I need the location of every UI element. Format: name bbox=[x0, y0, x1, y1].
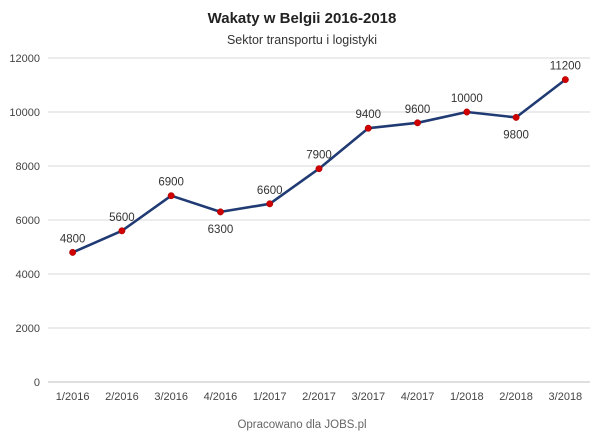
y-tick-label: 10000 bbox=[9, 107, 40, 119]
data-label: 7900 bbox=[306, 150, 332, 162]
x-tick-label: 1/2017 bbox=[253, 391, 287, 403]
data-point bbox=[561, 76, 569, 84]
data-point bbox=[167, 192, 175, 200]
x-tick-label: 3/2016 bbox=[154, 391, 188, 403]
data-label: 9800 bbox=[503, 129, 529, 141]
x-tick-label: 3/2017 bbox=[351, 391, 385, 403]
chart-footer-credit: Opracowano dla JOBS.pl bbox=[237, 419, 366, 431]
x-axis-tick-labels: 1/2016 2/2016 3/2016 4/2016 1/2017 2/2017 3/20… bbox=[56, 391, 582, 403]
data-label: 6600 bbox=[257, 185, 283, 197]
x-tick-label: 4/2016 bbox=[204, 391, 238, 403]
data-label: 6300 bbox=[208, 224, 234, 236]
y-tick-label: 6000 bbox=[16, 215, 40, 227]
y-axis-tick-labels: 0 2000 4000 6000 8000 10000 12000 bbox=[9, 53, 40, 389]
x-tick-label: 2/2017 bbox=[302, 391, 336, 403]
x-tick-label: 4/2017 bbox=[401, 391, 435, 403]
data-point bbox=[266, 200, 274, 208]
series-group bbox=[69, 76, 569, 256]
data-label: 10000 bbox=[451, 93, 483, 105]
chart-subtitle: Sektor transportu i logistyki bbox=[227, 33, 377, 47]
data-point bbox=[315, 165, 323, 173]
y-tick-label: 2000 bbox=[16, 323, 40, 335]
chart-title: Wakaty w Belgii 2016-2018 bbox=[208, 10, 397, 27]
data-point bbox=[512, 113, 520, 121]
data-label: 4800 bbox=[60, 233, 86, 245]
data-labels: 4800 5600 6900 6300 6600 7900 9400 9600 10000 980… bbox=[60, 61, 581, 246]
data-label: 11200 bbox=[550, 61, 581, 73]
x-tick-label: 2/2018 bbox=[499, 391, 533, 403]
x-tick-label: 1/2016 bbox=[56, 391, 90, 403]
data-point bbox=[118, 227, 126, 235]
data-point bbox=[364, 124, 372, 132]
x-tick-label: 3/2018 bbox=[549, 391, 583, 403]
data-point bbox=[217, 208, 224, 216]
data-point bbox=[463, 108, 471, 116]
x-tick-label: 1/2018 bbox=[450, 391, 484, 403]
y-tick-label: 12000 bbox=[9, 53, 40, 65]
data-point bbox=[69, 248, 77, 256]
x-tick-label: 2/2016 bbox=[105, 391, 139, 403]
data-label: 5600 bbox=[109, 212, 135, 224]
y-tick-label: 0 bbox=[34, 377, 40, 389]
data-point bbox=[414, 119, 421, 127]
y-tick-label: 8000 bbox=[16, 161, 40, 173]
y-tick-label: 4000 bbox=[16, 269, 40, 281]
data-label: 9600 bbox=[405, 104, 431, 116]
data-label: 6900 bbox=[158, 177, 184, 189]
data-label: 9400 bbox=[355, 109, 381, 121]
